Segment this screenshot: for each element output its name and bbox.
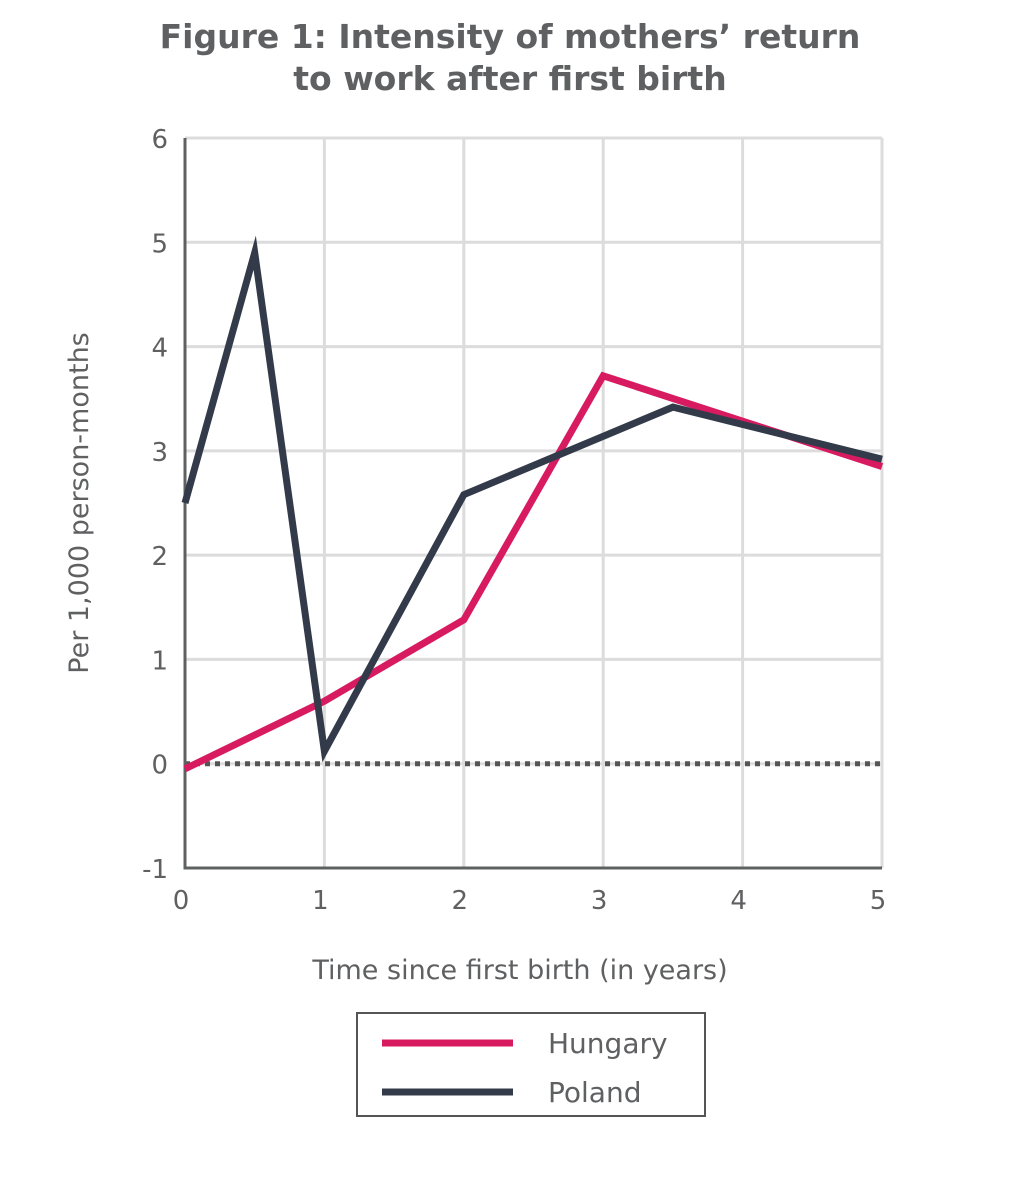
chart-title-line-1: Figure 1: Intensity of mothers’ return: [159, 17, 861, 56]
y-tick-labels: -1 0 1 2 3 4 5 6: [142, 125, 168, 885]
x-tick-label: 4: [730, 886, 747, 916]
series-lines: [181, 235, 884, 773]
y-tick-label: 3: [151, 438, 168, 468]
legend-box: [356, 1012, 706, 1117]
x-tick-label: 5: [870, 886, 887, 916]
y-tick-label: 1: [151, 646, 168, 676]
x-tick-label: 3: [591, 886, 608, 916]
y-tick-label: -1: [142, 855, 168, 885]
x-tick-label: 1: [312, 886, 329, 916]
x-tick-label: 0: [173, 886, 190, 916]
x-axis-label: Time since first birth (in years): [311, 955, 727, 986]
y-tick-label: 2: [151, 542, 168, 572]
chart-title-line-2: to work after first birth: [293, 59, 727, 98]
x-tick-label: 2: [452, 886, 469, 916]
y-tick-label: 6: [151, 125, 168, 155]
series-line-poland: [181, 235, 883, 763]
y-tick-label: 4: [151, 334, 168, 364]
axes: [183, 138, 882, 870]
chart-title: Figure 1: Intensity of mothers’ return t…: [0, 16, 1020, 100]
legend-label-poland: Poland: [548, 1076, 641, 1109]
series-line-hungary: [183, 371, 884, 773]
x-tick-labels: 0 1 2 3 4 5: [173, 886, 887, 916]
legend-label-hungary: Hungary: [548, 1027, 668, 1060]
y-tick-label: 5: [151, 229, 168, 259]
y-axis-label: Per 1,000 person-months: [64, 332, 95, 673]
y-tick-label: 0: [151, 751, 168, 781]
legend: Hungary Poland: [356, 1012, 706, 1117]
